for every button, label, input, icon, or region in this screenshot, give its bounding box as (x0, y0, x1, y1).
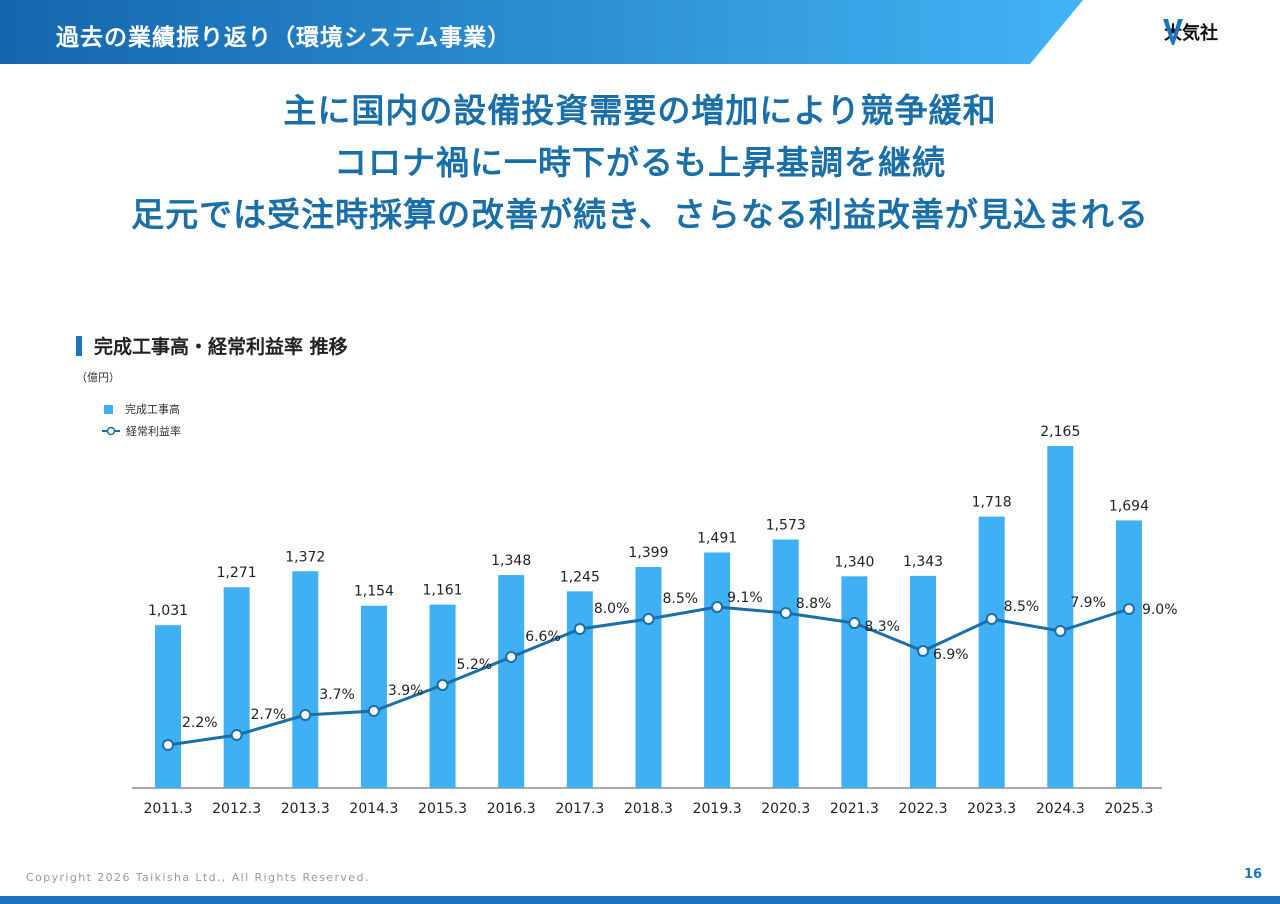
bar-label-2017.3: 1,245 (560, 569, 600, 585)
line-point-2021.3 (848, 617, 861, 629)
bar-label-2014.3: 1,154 (354, 584, 394, 600)
bar-label-2016.3: 1,348 (491, 553, 531, 569)
x-tick-2014.3: 2014.3 (349, 801, 398, 817)
legend-line-swatch (102, 426, 120, 436)
line-label-2014.3: 3.9% (388, 683, 424, 699)
x-tick-2015.3: 2015.3 (418, 801, 467, 817)
bar-label-2018.3: 1,399 (628, 545, 668, 561)
bar-2015.3 (429, 604, 456, 788)
line-label-2018.3: 8.5% (662, 591, 698, 607)
x-tick-2017.3: 2017.3 (555, 801, 604, 817)
line-label-2019.3: 9.1% (727, 590, 763, 606)
bar-2011.3 (155, 625, 181, 788)
bar-2012.3 (223, 587, 250, 788)
header-banner: 過去の業績振り返り（環境システム事業） 大気社 (0, 0, 1280, 66)
header-background (0, 0, 1083, 64)
bar-2021.3 (841, 576, 868, 788)
bar-label-2024.3: 2,165 (1040, 424, 1080, 440)
line-label-2016.3: 6.6% (525, 629, 561, 645)
headline-line-3: 足元では受注時採算の改善が続き、さらなる利益改善が見込まれる (131, 195, 1149, 234)
bar-label-2012.3: 1,271 (217, 565, 257, 581)
page-number: 16 (1244, 867, 1263, 882)
x-tick-2011.3: 2011.3 (144, 801, 193, 817)
legend-item-line: 経常利益率 (102, 423, 181, 439)
line-point-2017.3 (573, 623, 586, 635)
line-label-2020.3: 8.8% (796, 596, 832, 612)
line-label-2015.3: 5.2% (457, 657, 493, 673)
x-tick-2022.3: 2022.3 (899, 801, 948, 817)
legend-item-bar: 完成工事高 (102, 401, 180, 417)
bar-label-2022.3: 1,343 (903, 554, 943, 570)
chart-section-title: 完成工事高・経常利益率 推移 (76, 332, 348, 359)
bar-2024.3 (1047, 446, 1074, 788)
line-point-2019.3 (711, 601, 724, 613)
x-tick-2012.3: 2012.3 (212, 801, 261, 817)
line-point-2022.3 (917, 645, 930, 657)
x-tick-2025.3: 2025.3 (1104, 801, 1153, 817)
line-point-2025.3 (1122, 603, 1135, 615)
page-title: 過去の業績振り返り（環境システム事業） (56, 25, 512, 51)
logo-mark-icon (1163, 19, 1183, 45)
headline-line-2: コロナ禍に一時下がるも上昇基調を継続 (334, 143, 946, 182)
bar-label-2015.3: 1,161 (423, 583, 463, 599)
line-label-2011.3: 2.2% (182, 715, 218, 731)
line-label-2021.3: 8.3% (864, 619, 900, 635)
bar-label-2013.3: 1,372 (285, 549, 325, 565)
line-label-2022.3: 6.9% (933, 647, 969, 663)
x-tick-2021.3: 2021.3 (830, 801, 879, 817)
x-tick-2023.3: 2023.3 (967, 801, 1016, 817)
bar-2022.3 (910, 575, 937, 788)
x-tick-2024.3: 2024.3 (1036, 801, 1085, 817)
bar-2013.3 (292, 571, 319, 788)
bar-2023.3 (978, 516, 1005, 788)
headline-line-1: 主に国内の設備投資需要の増加により競争緩和 (283, 91, 997, 130)
bar-label-2019.3: 1,491 (697, 530, 737, 546)
line-label-2017.3: 8.0% (594, 601, 630, 617)
line-label-2013.3: 3.7% (319, 687, 355, 703)
line-label-2025.3: 9.0% (1142, 602, 1178, 618)
line-label-2023.3: 8.5% (1004, 599, 1040, 615)
line-label-2012.3: 2.7% (251, 707, 287, 723)
line-point-2023.3 (985, 613, 998, 625)
line-point-2015.3 (436, 679, 449, 691)
bar-2020.3 (772, 539, 799, 788)
bar-2019.3 (704, 552, 731, 788)
line-point-2014.3 (367, 705, 380, 717)
section-marker (76, 335, 82, 356)
bar-label-2021.3: 1,340 (834, 554, 874, 570)
line-point-2020.3 (779, 607, 792, 619)
legend-line-label: 経常利益率 (126, 425, 181, 438)
x-tick-2013.3: 2013.3 (281, 801, 330, 817)
bar-label-2023.3: 1,718 (972, 495, 1012, 511)
x-tick-2016.3: 2016.3 (487, 801, 536, 817)
bar-2025.3 (1115, 520, 1142, 788)
chart-unit-label: （億円） (76, 371, 120, 384)
x-tick-2018.3: 2018.3 (624, 801, 673, 817)
bar-label-2020.3: 1,573 (766, 518, 806, 534)
copyright: Copyright 2026 Taikisha Ltd., All Rights… (26, 871, 370, 884)
chart-title: 完成工事高・経常利益率 推移 (94, 336, 348, 358)
bar-2016.3 (498, 575, 525, 788)
x-tick-2019.3: 2019.3 (693, 801, 742, 817)
line-point-2018.3 (642, 613, 655, 625)
line-point-2016.3 (505, 651, 518, 663)
line-point-2012.3 (230, 729, 243, 741)
legend-bar-label: 完成工事高 (125, 403, 180, 416)
bar-2017.3 (566, 591, 593, 788)
bar-label-2025.3: 1,694 (1109, 498, 1149, 514)
line-point-2024.3 (1054, 625, 1067, 637)
line-point-2011.3 (162, 739, 174, 751)
line-label-2024.3: 7.9% (1070, 595, 1106, 611)
company-logo: 大気社 (1162, 17, 1218, 47)
bar-label-2011.3: 1,031 (148, 603, 188, 619)
bar-2014.3 (360, 605, 387, 788)
legend-bar-swatch (104, 404, 113, 414)
line-point-2013.3 (299, 709, 312, 721)
bar-2018.3 (635, 567, 662, 788)
x-tick-2020.3: 2020.3 (761, 801, 810, 817)
footer-bar (0, 896, 1280, 904)
